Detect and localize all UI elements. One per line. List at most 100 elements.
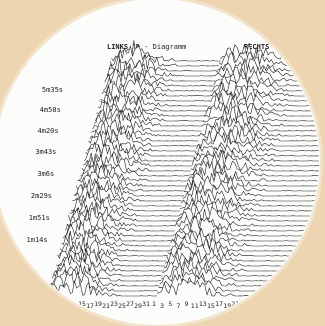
panel-label-left: LINKS (107, 43, 128, 51)
series-line (91, 118, 214, 137)
series-line (100, 83, 223, 102)
series-line (109, 45, 233, 67)
channel-tick: 1 (152, 300, 156, 308)
series-line (108, 54, 231, 72)
series-occluder (198, 125, 319, 143)
channel-tick: 19 (223, 302, 231, 310)
series-occluder (87, 130, 210, 153)
channel-tick: 23 (240, 302, 248, 310)
time-label: 4m58s (40, 106, 61, 114)
time-label: 3m6s (37, 170, 54, 178)
series-line (171, 225, 315, 242)
series-line (170, 227, 314, 247)
series-line (101, 78, 225, 97)
series-line (65, 210, 188, 232)
channel-tick: 31 (142, 300, 150, 308)
series-occluder (173, 216, 317, 238)
time-label: 3m43s (35, 148, 56, 156)
series-line (96, 96, 219, 117)
series-line (47, 280, 171, 297)
series-line (64, 217, 187, 237)
series-line (213, 66, 319, 87)
series-line (69, 199, 192, 217)
series-line (59, 231, 183, 252)
channel-tick: 17 (86, 302, 94, 310)
series-line (72, 185, 195, 207)
channel-tick: 3 (160, 302, 164, 310)
series-line (195, 131, 319, 152)
channel-tick: 7 (176, 302, 180, 310)
series-line (66, 207, 189, 227)
series-line (105, 66, 229, 82)
channel-tick: 27 (126, 300, 134, 308)
series-occluder (157, 279, 300, 298)
channel-tick: 25 (118, 302, 126, 310)
channel-tick: 21 (231, 300, 239, 308)
time-label: 1m51s (29, 214, 50, 222)
series-line (78, 162, 202, 182)
channel-tick: 17 (215, 300, 223, 308)
series-line (190, 150, 319, 172)
series-line (187, 160, 319, 182)
series-line (177, 200, 319, 222)
series-line (210, 76, 319, 97)
channel-tick: 9 (185, 300, 189, 308)
series-line (212, 73, 319, 92)
series-line (206, 92, 319, 112)
series-line (84, 141, 207, 162)
panel-label-right: RECHTS (244, 43, 269, 51)
channel-tick: 11 (62, 300, 70, 308)
channel-tick: 29 (264, 300, 272, 308)
channel-tick: 19 (94, 300, 102, 308)
series-line (191, 149, 319, 167)
series-line (80, 154, 203, 177)
series-line (217, 52, 319, 72)
series-line (55, 249, 179, 267)
waterfall-right (156, 43, 319, 298)
channel-tick: 23 (110, 300, 118, 308)
series-line (179, 190, 319, 212)
series-line (89, 122, 212, 142)
series-line (54, 253, 177, 272)
series-line (202, 106, 319, 127)
series-line (178, 200, 319, 217)
series-line (104, 65, 227, 87)
channel-tick: 31 (272, 302, 280, 310)
series-line (83, 144, 206, 167)
chart-title: 3D - Diagramm (132, 43, 187, 51)
series-line (173, 215, 317, 237)
series-line (58, 237, 181, 257)
channel-tick: 11 (191, 302, 199, 310)
series-line (95, 101, 218, 122)
channel-tick: 15 (207, 302, 215, 310)
channel-tick: 27 (256, 302, 264, 310)
series-line (182, 182, 319, 202)
series-occluder (48, 280, 170, 298)
series-line (167, 236, 311, 257)
time-label: 2m29s (31, 192, 52, 200)
series-line (86, 129, 210, 152)
series-line (183, 175, 319, 197)
series-line (51, 263, 175, 282)
series-line (193, 144, 319, 162)
series-line (53, 255, 176, 277)
waterfall-left (47, 40, 234, 298)
channel-tick: 15 (78, 300, 86, 308)
series-line (85, 136, 208, 157)
series-line (77, 165, 200, 187)
series-occluder (85, 137, 208, 158)
channel-tick: 29 (134, 302, 142, 310)
channel-tick: 13 (70, 302, 78, 310)
series-line (74, 179, 198, 197)
series-line (103, 71, 226, 92)
series-occluder (73, 181, 196, 203)
channel-tick: 21 (102, 302, 110, 310)
series-line (204, 101, 319, 122)
series-line (93, 107, 216, 127)
series-line (216, 58, 319, 77)
series-line (73, 181, 196, 202)
channel-tick: 5 (168, 300, 172, 308)
series-line (181, 185, 319, 207)
